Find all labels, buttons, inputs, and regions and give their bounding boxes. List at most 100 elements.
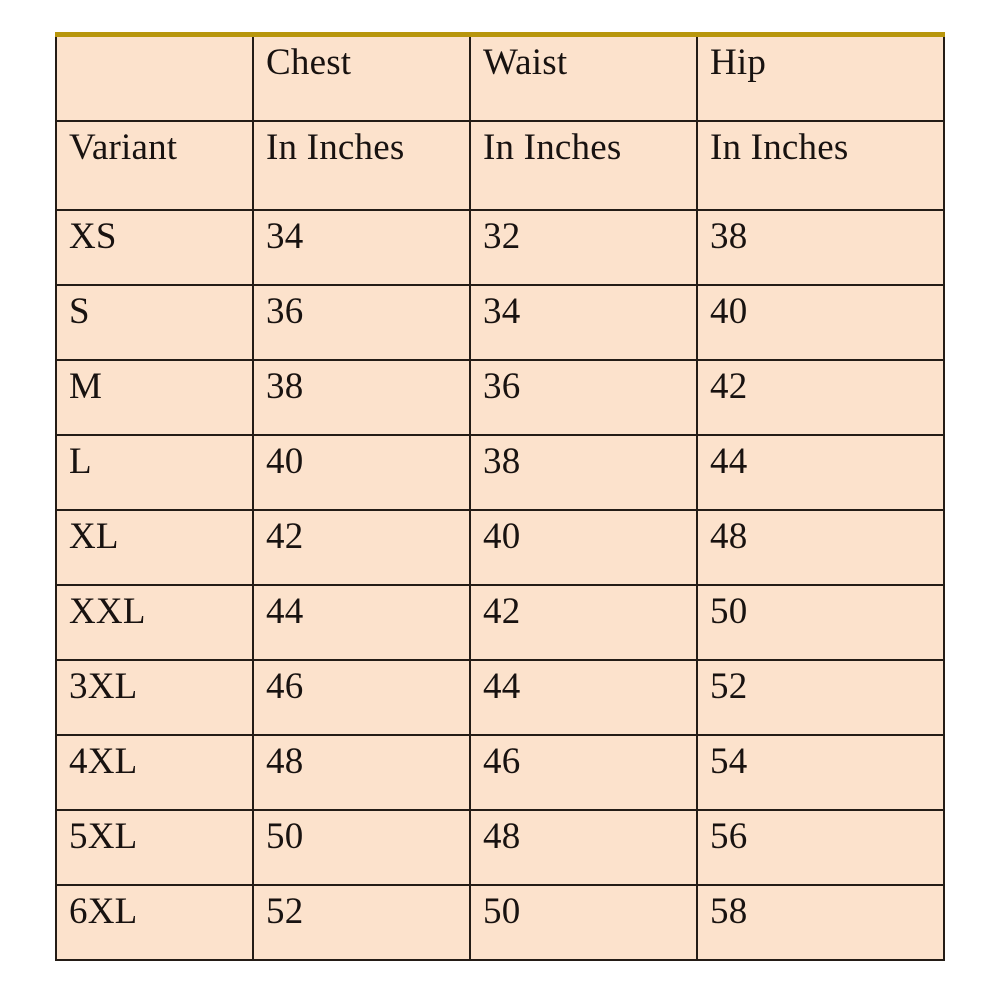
value-chest: 46 bbox=[266, 665, 304, 707]
cell-waist: 48 bbox=[469, 808, 698, 886]
value-chest: 44 bbox=[266, 590, 304, 632]
value-variant: XS bbox=[69, 215, 117, 257]
value-variant: 6XL bbox=[69, 890, 138, 932]
cell-waist: 50 bbox=[469, 883, 698, 961]
value-hip: 50 bbox=[710, 590, 748, 632]
value-chest: 40 bbox=[266, 440, 304, 482]
table-row: XL 42 40 48 bbox=[55, 508, 945, 586]
value-variant: 4XL bbox=[69, 740, 138, 782]
table-row: 5XL 50 48 56 bbox=[55, 808, 945, 886]
cell-chest: 34 bbox=[252, 208, 471, 286]
cell-chest: 52 bbox=[252, 883, 471, 961]
header-unit-cell-chest: In Inches bbox=[252, 119, 471, 211]
value-hip: 54 bbox=[710, 740, 748, 782]
value-chest: 48 bbox=[266, 740, 304, 782]
value-waist: 44 bbox=[483, 665, 521, 707]
cell-variant: XL bbox=[55, 508, 254, 586]
value-variant: S bbox=[69, 290, 90, 332]
value-hip: 42 bbox=[710, 365, 748, 407]
cell-chest: 46 bbox=[252, 658, 471, 736]
header-cell-chest: Chest bbox=[252, 32, 471, 122]
cell-waist: 40 bbox=[469, 508, 698, 586]
value-waist: 38 bbox=[483, 440, 521, 482]
table-row: XXL 44 42 50 bbox=[55, 583, 945, 661]
table-row: 6XL 52 50 58 bbox=[55, 883, 945, 961]
cell-waist: 44 bbox=[469, 658, 698, 736]
header-label-variant: Variant bbox=[69, 126, 178, 168]
header-label-chest: Chest bbox=[266, 42, 352, 83]
header-label-waist: Waist bbox=[483, 42, 568, 83]
table-row: 3XL 46 44 52 bbox=[55, 658, 945, 736]
cell-hip: 56 bbox=[696, 808, 945, 886]
cell-hip: 50 bbox=[696, 583, 945, 661]
cell-chest: 36 bbox=[252, 283, 471, 361]
cell-variant: XXL bbox=[55, 583, 254, 661]
table-row: M 38 36 42 bbox=[55, 358, 945, 436]
cell-chest: 50 bbox=[252, 808, 471, 886]
cell-hip: 40 bbox=[696, 283, 945, 361]
header-unit-cell-hip: In Inches bbox=[696, 119, 945, 211]
header-unit-cell-waist: In Inches bbox=[469, 119, 698, 211]
cell-waist: 46 bbox=[469, 733, 698, 811]
value-variant: XL bbox=[69, 515, 119, 557]
value-waist: 34 bbox=[483, 290, 521, 332]
cell-variant: 3XL bbox=[55, 658, 254, 736]
value-chest: 34 bbox=[266, 215, 304, 257]
cell-variant: L bbox=[55, 433, 254, 511]
cell-chest: 40 bbox=[252, 433, 471, 511]
value-variant: 5XL bbox=[69, 815, 138, 857]
value-hip: 48 bbox=[710, 515, 748, 557]
value-chest: 50 bbox=[266, 815, 304, 857]
value-variant: M bbox=[69, 365, 103, 407]
header-cell-hip: Hip bbox=[696, 32, 945, 122]
value-variant: XXL bbox=[69, 590, 146, 632]
header-cell-waist: Waist bbox=[469, 32, 698, 122]
table-row: 4XL 48 46 54 bbox=[55, 733, 945, 811]
cell-waist: 42 bbox=[469, 583, 698, 661]
value-chest: 42 bbox=[266, 515, 304, 557]
value-waist: 48 bbox=[483, 815, 521, 857]
table-row: S 36 34 40 bbox=[55, 283, 945, 361]
cell-waist: 36 bbox=[469, 358, 698, 436]
value-hip: 52 bbox=[710, 665, 748, 707]
size-chart-table: Chest Waist Hip Variant In Inches bbox=[55, 32, 945, 961]
cell-hip: 48 bbox=[696, 508, 945, 586]
value-hip: 40 bbox=[710, 290, 748, 332]
cell-variant: 6XL bbox=[55, 883, 254, 961]
value-chest: 36 bbox=[266, 290, 304, 332]
cell-variant: 5XL bbox=[55, 808, 254, 886]
cell-variant: XS bbox=[55, 208, 254, 286]
cell-variant: S bbox=[55, 283, 254, 361]
table-row: L 40 38 44 bbox=[55, 433, 945, 511]
value-hip: 38 bbox=[710, 215, 748, 257]
value-waist: 42 bbox=[483, 590, 521, 632]
value-waist: 46 bbox=[483, 740, 521, 782]
header-row-measures: Chest Waist Hip bbox=[55, 32, 945, 122]
value-hip: 58 bbox=[710, 890, 748, 932]
cell-hip: 54 bbox=[696, 733, 945, 811]
value-hip: 44 bbox=[710, 440, 748, 482]
cell-chest: 38 bbox=[252, 358, 471, 436]
value-variant: 3XL bbox=[69, 665, 138, 707]
header-unit-label-chest: In Inches bbox=[266, 126, 405, 168]
value-waist: 36 bbox=[483, 365, 521, 407]
cell-waist: 38 bbox=[469, 433, 698, 511]
value-waist: 50 bbox=[483, 890, 521, 932]
value-chest: 38 bbox=[266, 365, 304, 407]
cell-variant: M bbox=[55, 358, 254, 436]
value-chest: 52 bbox=[266, 890, 304, 932]
cell-hip: 44 bbox=[696, 433, 945, 511]
cell-chest: 44 bbox=[252, 583, 471, 661]
header-unit-label-waist: In Inches bbox=[483, 126, 622, 168]
size-chart-container: Chest Waist Hip Variant In Inches bbox=[55, 32, 945, 961]
cell-hip: 58 bbox=[696, 883, 945, 961]
cell-hip: 42 bbox=[696, 358, 945, 436]
header-unit-label-hip: In Inches bbox=[710, 126, 849, 168]
cell-hip: 38 bbox=[696, 208, 945, 286]
header-cell-variant: Variant bbox=[55, 119, 254, 211]
value-variant: L bbox=[69, 440, 92, 482]
header-corner-cell bbox=[55, 32, 254, 122]
cell-chest: 42 bbox=[252, 508, 471, 586]
cell-variant: 4XL bbox=[55, 733, 254, 811]
